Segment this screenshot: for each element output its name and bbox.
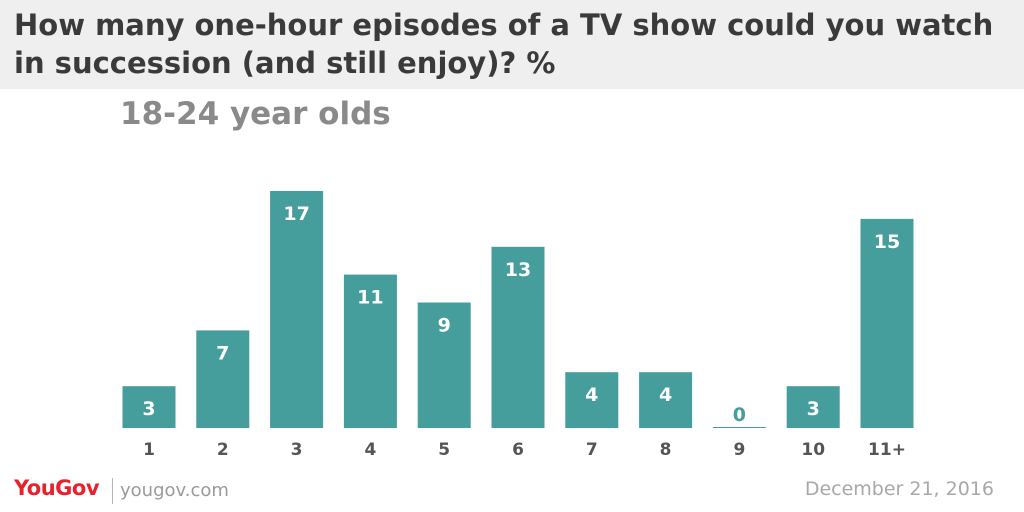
bar-value-label: 0 xyxy=(733,404,746,426)
bar-7 xyxy=(565,372,619,428)
bar-value-label: 4 xyxy=(585,384,598,406)
yougov-logo: YouGov xyxy=(14,476,100,500)
x-tick-label: 10 xyxy=(801,440,825,460)
x-tick-label: 11+ xyxy=(868,440,906,460)
bar-value-label: 3 xyxy=(142,398,155,420)
bar-value-label: 4 xyxy=(659,384,672,406)
chart-subtitle: 18-24 year olds xyxy=(120,96,391,132)
bar-1 xyxy=(122,386,176,428)
bar-value-label: 15 xyxy=(874,231,900,253)
bar-value-label: 13 xyxy=(505,259,531,281)
bar-value-label: 7 xyxy=(216,342,229,364)
bar-value-label: 11 xyxy=(357,287,383,309)
publish-date: December 21, 2016 xyxy=(804,478,994,500)
x-tick-label: 7 xyxy=(586,440,598,460)
bar-zero-line-9 xyxy=(712,427,766,428)
x-tick-label: 3 xyxy=(291,440,303,460)
bar-value-label: 9 xyxy=(438,315,451,337)
x-tick-label: 9 xyxy=(733,440,745,460)
x-tick-label: 6 xyxy=(512,440,524,460)
x-tick-label: 1 xyxy=(143,440,155,460)
footer-divider xyxy=(112,478,113,504)
bar-11+ xyxy=(860,218,914,428)
title-band: How many one-hour episodes of a TV show … xyxy=(0,0,1024,89)
chart-title: How many one-hour episodes of a TV show … xyxy=(14,8,994,80)
bar-4 xyxy=(343,274,397,428)
bar-value-label: 17 xyxy=(283,203,309,225)
bar-10 xyxy=(786,386,840,428)
bar-3 xyxy=(270,191,324,428)
bar-value-label: 3 xyxy=(807,398,820,420)
bar-6 xyxy=(491,246,545,428)
x-tick-label: 2 xyxy=(217,440,229,460)
x-tick-label: 4 xyxy=(364,440,376,460)
footer-site-link[interactable]: yougov.com xyxy=(120,480,229,501)
bar-8 xyxy=(639,372,693,428)
x-tick-label: 8 xyxy=(660,440,672,460)
bar-5 xyxy=(417,302,471,428)
bar-2 xyxy=(196,330,250,428)
x-tick-label: 5 xyxy=(438,440,450,460)
